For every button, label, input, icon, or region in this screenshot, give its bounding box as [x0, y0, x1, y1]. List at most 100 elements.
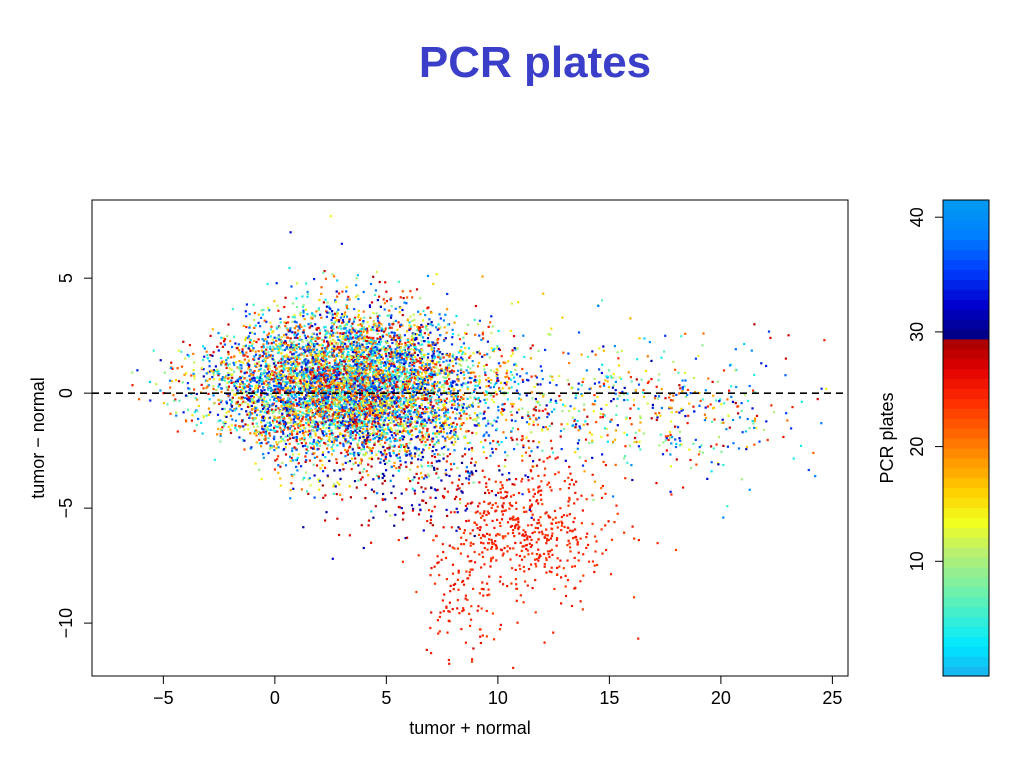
data-point [305, 395, 308, 398]
data-point [391, 380, 394, 383]
data-point [294, 359, 297, 362]
data-point [231, 376, 234, 379]
data-point [419, 438, 422, 441]
data-point [351, 434, 354, 437]
data-point [277, 399, 280, 402]
data-point [417, 370, 420, 373]
data-point [342, 423, 345, 426]
data-point [358, 436, 361, 439]
data-point [387, 327, 390, 330]
data-point [341, 420, 344, 423]
data-point [515, 389, 519, 392]
data-point [299, 335, 302, 338]
data-point [252, 371, 255, 374]
data-point [477, 402, 480, 405]
data-point [450, 369, 454, 372]
data-point [314, 363, 317, 366]
data-point [445, 359, 448, 362]
data-point [406, 330, 409, 333]
data-point [243, 372, 246, 375]
data-point [298, 327, 301, 330]
data-point [402, 395, 405, 398]
data-point [454, 440, 457, 443]
data-point [425, 324, 428, 327]
data-point [309, 402, 312, 405]
data-point [397, 321, 400, 324]
data-point [331, 365, 334, 368]
data-point [420, 425, 423, 428]
data-point [234, 393, 237, 396]
data-point [306, 346, 309, 349]
data-point [395, 398, 398, 401]
data-point [425, 408, 428, 411]
data-point [315, 464, 319, 467]
data-point [325, 384, 329, 387]
data-point [244, 354, 247, 357]
data-point [385, 453, 388, 456]
data-point [269, 424, 272, 427]
data-point [423, 354, 426, 357]
data-point [358, 439, 361, 442]
data-point [322, 354, 325, 357]
data-point [347, 460, 350, 463]
data-point [219, 399, 222, 402]
data-point [313, 413, 316, 416]
data-point [395, 419, 398, 422]
data-point [271, 370, 274, 373]
data-point [471, 371, 474, 374]
data-point [377, 387, 381, 390]
data-point [416, 369, 419, 372]
data-point [324, 402, 327, 405]
data-point [311, 314, 314, 317]
data-point [294, 411, 297, 414]
data-point [435, 363, 438, 366]
data-point [395, 401, 398, 404]
data-point [323, 417, 326, 420]
data-point [432, 282, 435, 285]
data-point [197, 404, 200, 407]
data-point [438, 327, 441, 330]
data-point [506, 375, 509, 378]
data-point [235, 382, 238, 385]
data-point [324, 494, 327, 497]
data-point [361, 326, 364, 329]
data-point [320, 410, 323, 413]
data-point [327, 415, 330, 418]
data-point [573, 407, 576, 410]
data-point [280, 404, 283, 407]
data-point [439, 334, 442, 337]
data-point [437, 439, 440, 442]
data-point [446, 435, 449, 438]
data-point [270, 325, 273, 328]
data-point [426, 411, 429, 414]
data-point [471, 401, 475, 404]
data-point [464, 352, 467, 355]
data-point [398, 368, 401, 371]
data-point [391, 323, 394, 326]
data-point [280, 393, 283, 396]
data-point [309, 345, 312, 349]
data-point [393, 363, 396, 366]
data-point [263, 424, 266, 428]
data-point [369, 412, 372, 415]
data-point [521, 367, 524, 371]
data-point [466, 397, 469, 400]
data-point [341, 410, 344, 413]
data-point [288, 372, 291, 376]
data-point [372, 425, 375, 428]
data-point [373, 441, 377, 444]
data-point [309, 361, 312, 364]
data-point [209, 411, 212, 414]
data-point [462, 336, 465, 339]
data-point [428, 318, 431, 321]
data-point [330, 440, 333, 443]
data-point [296, 469, 299, 472]
data-point [240, 402, 244, 405]
data-point [342, 373, 345, 376]
data-point [309, 398, 312, 401]
data-point [362, 444, 365, 447]
data-point [299, 314, 302, 317]
data-point [399, 463, 402, 466]
data-point [321, 344, 324, 347]
data-point [464, 382, 468, 385]
